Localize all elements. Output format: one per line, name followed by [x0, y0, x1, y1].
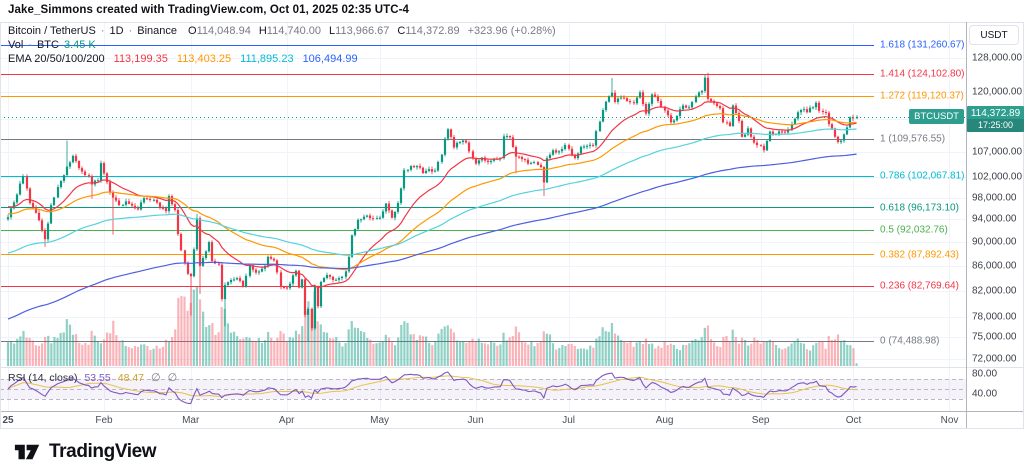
price-tick-label: 102,000.00: [972, 171, 1023, 183]
bar-countdown: 17:25:00: [967, 119, 1024, 132]
tradingview-logo-icon: [14, 444, 40, 460]
current-price-value: 114,372.89: [970, 108, 1021, 119]
fib-level-label[interactable]: 1.414 (124,102.80): [880, 68, 965, 80]
price-tick-label: 120,000.00: [972, 86, 1023, 98]
attribution-watermark: Jake_Simmons created with TradingView.co…: [8, 4, 410, 16]
rsi-legend-row[interactable]: RSI (14, close) 53.55 48.47 ∅ ∅: [8, 371, 178, 385]
low-value: L113,966.67: [329, 25, 390, 37]
separator-dot: ·: [128, 25, 133, 37]
fib-level-label[interactable]: 0.5 (92,032.76): [880, 224, 948, 236]
price-tick-label: 78,000.00: [972, 311, 1017, 323]
fib-level-label[interactable]: 1.618 (131,260.67): [880, 39, 965, 51]
fib-level-label[interactable]: 1 (109,576.55): [880, 133, 946, 145]
volume-legend-row[interactable]: Vol · BTC 3.45 K: [8, 39, 96, 51]
rsi-tick-label: 40.00: [972, 388, 998, 400]
fib-level-label[interactable]: 0.618 (96,173.10): [880, 202, 959, 213]
price-tick-label: 98,000.00: [972, 192, 1017, 204]
open-value: O114,048.94: [188, 25, 251, 37]
price-tick-label: 90,000.00: [972, 236, 1017, 248]
change-value: +323.96 (+0.28%): [467, 25, 556, 37]
ema-value: 106,494.99: [302, 53, 358, 65]
high-value: H114,740.00: [258, 25, 322, 37]
time-axis-label: Mar: [182, 415, 200, 426]
price-tick-label: 94,000.00: [972, 213, 1017, 225]
interval-label[interactable]: 1D: [109, 25, 124, 37]
tradingview-logo[interactable]: TradingView: [14, 441, 157, 463]
rsi-ma-value: 48.47: [117, 371, 145, 384]
fib-level-label[interactable]: 1.272 (119,120.37): [880, 90, 964, 102]
rsi-label: RSI (14, close): [8, 371, 78, 384]
time-axis-label: Jun: [467, 415, 484, 426]
time-axis-label: Apr: [278, 415, 295, 426]
current-price-badge: 114,372.89 17:25:00: [967, 106, 1024, 132]
rsi-value: 53.55: [84, 371, 111, 384]
ohlc-values: O114,048.94 H114,740.00 L113,966.67 C114…: [188, 25, 556, 37]
volume-unit: BTC: [36, 39, 59, 51]
time-axis-label: Jul: [562, 415, 575, 426]
fib-level-label[interactable]: 0.786 (102,067.81): [880, 170, 965, 182]
ema-value: 113,199.35: [113, 53, 168, 65]
symbol-price-tag: BTCUSDT: [909, 109, 964, 124]
time-axis-label: Feb: [95, 415, 113, 426]
time-axis-label: Oct: [845, 415, 862, 426]
symbol-legend-row[interactable]: Bitcoin / TetherUS · 1D · Binance O114,0…: [8, 25, 556, 37]
ema-legend-row[interactable]: EMA 20/50/100/200 113,199.35 113,403.25 11…: [8, 53, 358, 65]
rsi-tick-label: 80.00: [972, 368, 998, 380]
fib-level-label[interactable]: 0.236 (82,769.64): [880, 280, 959, 292]
price-tick-label: 72,000.00: [972, 353, 1017, 365]
time-axis-label: Aug: [655, 415, 674, 426]
volume-value: 3.45 K: [63, 39, 96, 51]
ema-label: EMA 20/50/100/200: [8, 53, 105, 65]
currency-toggle-button[interactable]: USDT: [969, 25, 1019, 45]
separator-dot: ·: [100, 25, 105, 37]
hidden-series-icon[interactable]: ∅: [151, 372, 161, 384]
symbol-title: Bitcoin / TetherUS: [8, 25, 96, 37]
ema-values: 113,199.35 113,403.25 111,895.23 106,494.99: [114, 53, 358, 65]
fib-level-label[interactable]: 0.382 (87,892.43): [880, 249, 959, 260]
close-value: C114,372.89: [397, 25, 460, 37]
tradingview-logo-text: TradingView: [49, 441, 157, 462]
ema-value: 111,895.23: [240, 53, 294, 65]
price-tick-label: 86,000.00: [972, 260, 1017, 272]
time-axis-label: Sep: [751, 415, 770, 426]
exchange-label: Binance: [137, 25, 178, 37]
price-tick-label: 82,000.00: [972, 285, 1017, 297]
fib-level-label[interactable]: 0 (74,488.98): [880, 335, 940, 347]
price-tick-label: 107,000.00: [972, 146, 1023, 158]
hidden-series-icon[interactable]: ∅: [167, 372, 178, 384]
volume-label: Vol: [8, 39, 24, 51]
time-axis-label: May: [370, 415, 390, 426]
time-axis-label: 25: [2, 415, 14, 426]
ema-value: 113,403.25: [176, 53, 232, 65]
price-tick-label: 128,000.00: [972, 52, 1023, 64]
separator-dot: ·: [28, 39, 32, 51]
price-tick-label: 75,000.00: [972, 331, 1017, 343]
time-axis-label: Nov: [940, 415, 959, 426]
